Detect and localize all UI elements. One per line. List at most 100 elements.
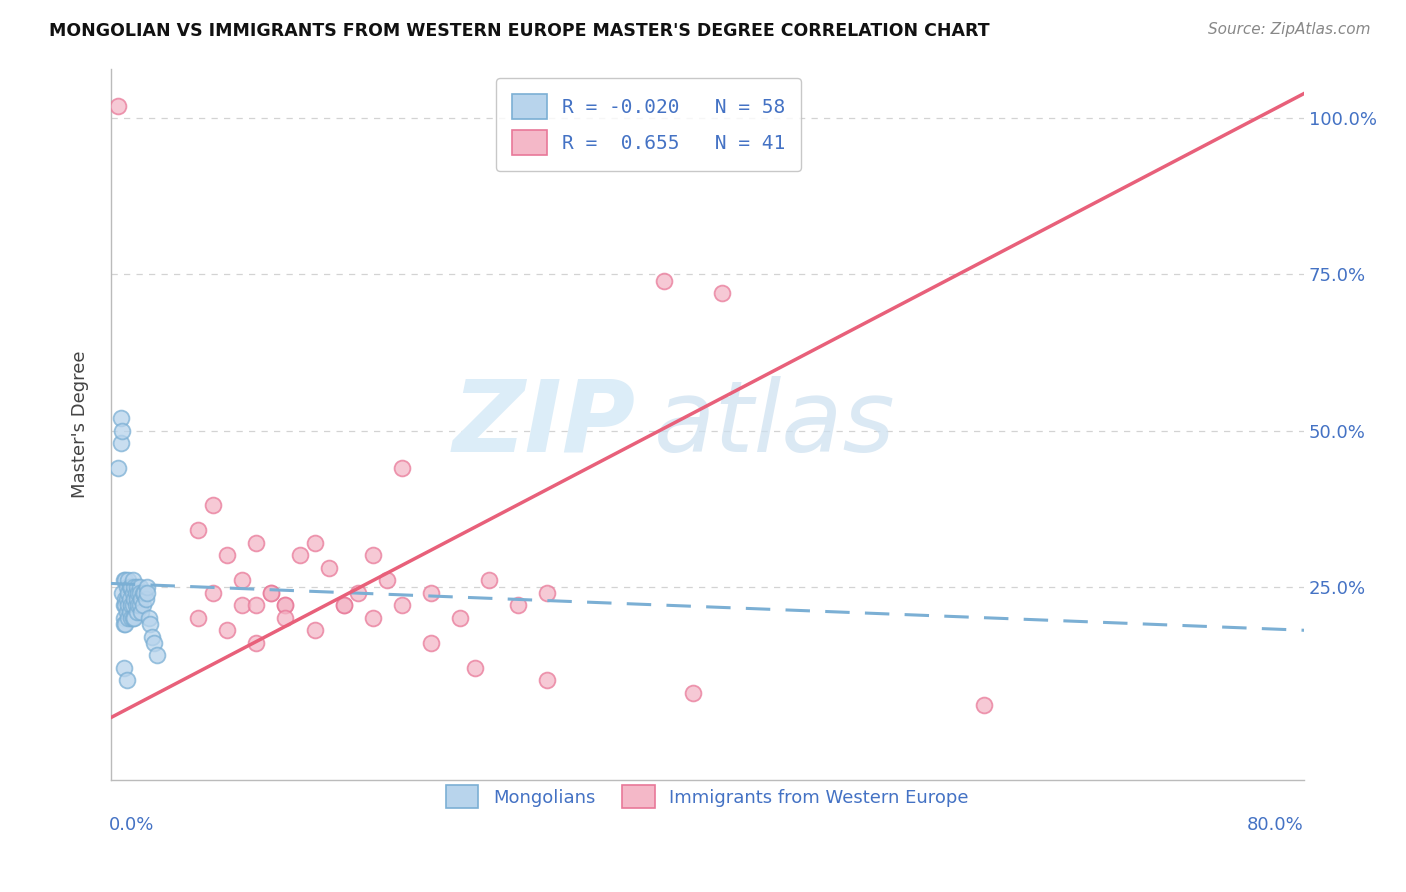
Text: ZIP: ZIP (453, 376, 636, 473)
Point (508, 599, 530, 613)
Point (125, 605, 148, 619)
Point (128, 580, 150, 594)
Point (122, 611, 145, 625)
Point (131, 592, 153, 607)
Point (973, 698, 995, 713)
Point (120, 611, 142, 625)
Point (260, 586, 283, 600)
Point (114, 574, 136, 588)
Point (122, 592, 145, 607)
Point (304, 624, 326, 638)
Text: Source: ZipAtlas.com: Source: ZipAtlas.com (1208, 22, 1371, 37)
Point (274, 611, 297, 625)
Point (110, 411, 132, 425)
Point (107, 99, 129, 113)
Point (112, 661, 135, 675)
Point (117, 599, 139, 613)
Point (304, 536, 326, 550)
Point (361, 549, 384, 563)
Point (464, 661, 486, 675)
Point (201, 586, 224, 600)
Point (112, 599, 135, 613)
Point (231, 574, 253, 588)
Point (110, 436, 132, 450)
Point (274, 599, 297, 613)
Point (114, 592, 136, 607)
Point (143, 636, 166, 650)
Point (115, 592, 138, 607)
Point (127, 586, 149, 600)
Point (361, 611, 384, 625)
Point (146, 648, 169, 663)
Point (318, 561, 340, 575)
Point (332, 599, 354, 613)
Point (118, 592, 141, 607)
Point (125, 592, 148, 607)
Point (217, 549, 239, 563)
Point (274, 599, 297, 613)
Point (419, 586, 441, 600)
Point (118, 605, 141, 619)
Point (288, 549, 311, 563)
Point (117, 574, 139, 588)
Point (187, 611, 209, 625)
Point (347, 586, 370, 600)
Text: 80.0%: 80.0% (1247, 815, 1303, 834)
Point (111, 586, 134, 600)
Point (449, 611, 471, 625)
Legend: Mongolians, Immigrants from Western Europe: Mongolians, Immigrants from Western Euro… (433, 772, 981, 821)
Point (391, 461, 413, 475)
Point (112, 617, 135, 632)
Point (120, 580, 142, 594)
Point (128, 586, 150, 600)
Point (245, 599, 267, 613)
Point (135, 592, 157, 607)
Point (121, 611, 143, 625)
Point (112, 574, 135, 588)
Point (138, 611, 160, 625)
Point (112, 611, 135, 625)
Point (114, 617, 136, 632)
Point (121, 574, 143, 588)
Point (136, 580, 159, 594)
Point (217, 624, 239, 638)
Point (419, 636, 441, 650)
Point (121, 599, 143, 613)
Point (132, 586, 155, 600)
Text: atlas: atlas (654, 376, 896, 473)
Point (187, 524, 209, 538)
Point (114, 599, 136, 613)
Point (478, 574, 501, 588)
Point (132, 599, 155, 613)
Point (115, 673, 138, 688)
Point (122, 580, 145, 594)
Point (136, 586, 159, 600)
Point (332, 599, 354, 613)
Point (201, 499, 224, 513)
Point (536, 586, 558, 600)
Point (107, 461, 129, 475)
Point (124, 599, 146, 613)
Point (682, 686, 704, 700)
Point (118, 580, 141, 594)
Text: 0.0%: 0.0% (110, 815, 155, 834)
Point (260, 586, 283, 600)
Point (117, 611, 139, 625)
Point (127, 599, 149, 613)
Point (134, 586, 156, 600)
Point (128, 599, 150, 613)
Point (652, 274, 675, 288)
Point (117, 586, 139, 600)
Point (131, 605, 153, 619)
Point (125, 580, 148, 594)
Point (139, 617, 162, 632)
Point (115, 605, 138, 619)
Point (375, 574, 398, 588)
Point (536, 673, 558, 688)
Point (141, 630, 163, 644)
Point (231, 599, 253, 613)
Point (120, 599, 142, 613)
Point (115, 580, 138, 594)
Point (111, 424, 134, 438)
Point (245, 536, 267, 550)
